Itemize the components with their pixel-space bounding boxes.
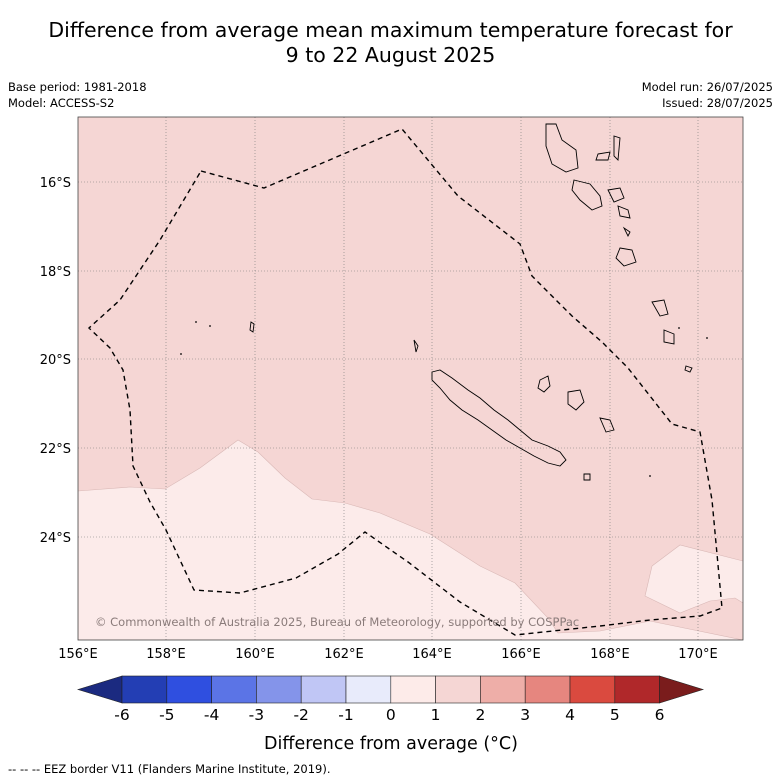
belep-islands — [413, 339, 419, 353]
colorbar-max-extension — [659, 675, 705, 704]
colorbar-tick-label: -1 — [338, 706, 353, 724]
colorbar-tick-label: 3 — [520, 706, 530, 724]
colorbar-segment — [480, 675, 526, 704]
longitude-tick-label: 166°E — [501, 647, 541, 662]
map-frame — [77, 116, 744, 641]
title-line-1: Difference from average mean maximum tem… — [48, 18, 733, 42]
walpole-islet — [583, 473, 591, 481]
map-area: © Commonwealth of Australia 2025, Bureau… — [78, 117, 743, 640]
anomaly-region-0-to-1 — [78, 439, 743, 640]
gridlines — [78, 117, 743, 640]
colorbar — [76, 675, 705, 704]
model-run: Model run: 26/07/2025 — [641, 80, 773, 94]
longitude-tick-label: 162°E — [324, 647, 364, 662]
colorbar-segment — [345, 675, 392, 704]
new-caledonia-island — [431, 369, 567, 467]
southern-vanuatu-islands — [651, 299, 693, 373]
eez-small-dots — [180, 321, 708, 477]
latitude-tick-label: 16°S — [40, 176, 71, 191]
colorbar-tick-labels: -6 -5 -4 -3 -2 -1 0 1 2 3 4 5 6 — [114, 706, 664, 724]
model-name: Model: ACCESS-S2 — [8, 96, 115, 110]
colorbar-segment — [211, 675, 257, 704]
colorbar-tick-label: -5 — [159, 706, 174, 724]
longitude-tick-label: 160°E — [235, 647, 275, 662]
longitude-tick-label: 168°E — [590, 647, 630, 662]
colorbar-tick-label: 6 — [655, 706, 665, 724]
latitude-tick-label: 18°S — [40, 265, 71, 280]
anomaly-region-0-to-1-east — [644, 544, 743, 614]
longitude-tick-label: 170°E — [678, 647, 718, 662]
copyright-notice: © Commonwealth of Australia 2025, Bureau… — [95, 615, 579, 629]
latitude-tick-label: 20°S — [40, 353, 71, 368]
colorbar-tick-label: -3 — [249, 706, 264, 724]
colorbar-segment — [435, 675, 481, 704]
colorbar-min-extension — [76, 675, 123, 704]
chart-title: Difference from average mean maximum tem… — [0, 18, 781, 68]
colorbar-label: Difference from average (°C) — [264, 734, 518, 754]
longitude-tick-labels: 156°E 158°E 160°E 162°E 164°E 166°E 168°E 170°E — [58, 647, 718, 662]
colorbar-segment — [524, 675, 571, 704]
colorbar-segment — [256, 675, 302, 704]
colorbar-segment — [121, 675, 168, 704]
longitude-tick-label: 158°E — [146, 647, 186, 662]
eez-legend-footer: -- -- -- EEZ border V11 (Flanders Marine… — [8, 762, 331, 776]
colorbar-segment — [166, 675, 212, 704]
loyalty-islands — [537, 375, 615, 433]
eez-border-line — [87, 128, 723, 636]
colorbar-tick-label: -4 — [204, 706, 219, 724]
vanuatu-islands — [571, 135, 637, 267]
longitude-tick-label: 156°E — [58, 647, 98, 662]
latitude-tick-labels: 16°S 18°S 20°S 22°S 24°S — [40, 176, 71, 546]
colorbar-tick-label: 5 — [610, 706, 620, 724]
issued-date: Issued: 28/07/2025 — [662, 96, 773, 110]
colorbar-tick-label: 0 — [386, 706, 396, 724]
colorbar-segment — [390, 675, 436, 704]
metadata-left: Base period: 1981-2018 Model: ACCESS-S2 — [8, 79, 147, 111]
colorbar-tick-label: -2 — [293, 706, 308, 724]
base-period: Base period: 1981-2018 — [8, 80, 147, 94]
coastlines — [249, 123, 693, 481]
colorbar-tick-label: 4 — [565, 706, 575, 724]
colorbar-segment — [614, 675, 660, 704]
colorbar-tick-label: 1 — [431, 706, 441, 724]
metadata-right: Model run: 26/07/2025 Issued: 28/07/2025 — [642, 79, 773, 111]
title-line-2: 9 to 22 August 2025 — [285, 43, 496, 67]
longitude-tick-label: 164°E — [412, 647, 452, 662]
colorbar-segment — [300, 675, 347, 704]
latitude-tick-label: 22°S — [40, 442, 71, 457]
vanuatu-espiritu-santo — [545, 123, 579, 173]
chesterfield-islands — [249, 321, 255, 333]
latitude-tick-label: 24°S — [40, 531, 71, 546]
colorbar-tick-label: -6 — [114, 706, 129, 724]
colorbar-segment — [569, 675, 616, 704]
colorbar-tick-label: 2 — [475, 706, 485, 724]
